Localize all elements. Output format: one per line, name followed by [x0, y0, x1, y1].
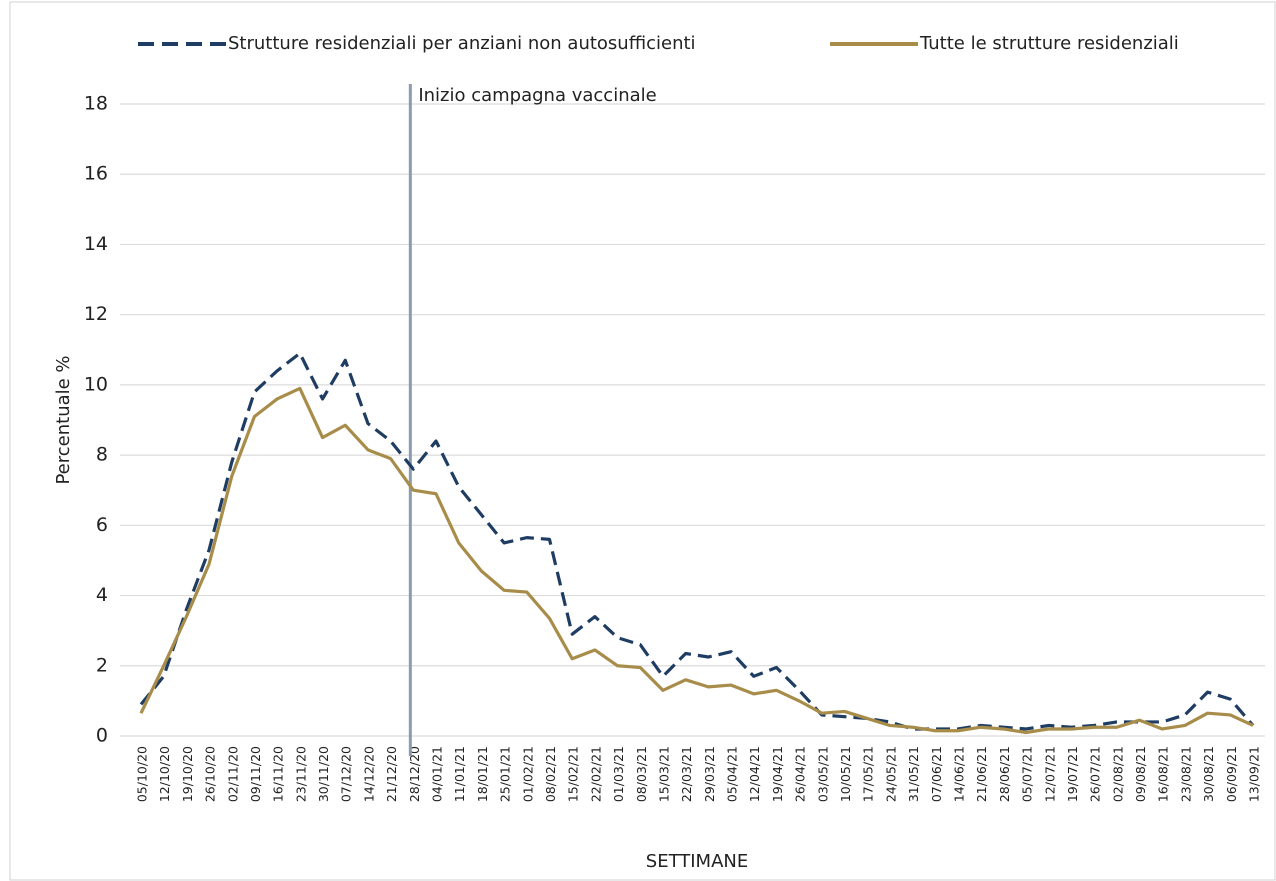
x-tick-label: 02/08/21 — [1110, 746, 1125, 802]
x-tick-label: 30/11/20 — [316, 746, 331, 802]
y-tick-label: 0 — [96, 725, 108, 747]
x-tick-label: 18/01/21 — [475, 746, 490, 802]
x-tick-label: 22/03/21 — [679, 746, 694, 802]
series-line — [139, 386, 1254, 735]
y-tick-label: 8 — [96, 444, 108, 466]
x-axis-label: SETTIMANE — [646, 851, 748, 872]
x-tick-label: 19/10/20 — [180, 746, 195, 802]
x-tick-label: 24/05/21 — [883, 746, 898, 802]
x-tick-label: 28/12/20 — [407, 746, 422, 802]
chart-frame — [9, 1, 1276, 881]
x-tick-label: 01/03/21 — [611, 746, 626, 802]
x-tick-label: 17/05/21 — [861, 746, 876, 802]
x-tick-label: 21/06/21 — [974, 746, 989, 802]
x-tick-label: 26/07/21 — [1088, 746, 1103, 802]
x-tick-label: 26/04/21 — [793, 746, 808, 802]
x-tick-label: 15/03/21 — [656, 746, 671, 802]
x-tick-label: 22/02/21 — [588, 746, 603, 802]
x-tick-label: 11/01/21 — [452, 746, 467, 802]
x-tick-label: 01/02/21 — [520, 746, 535, 802]
y-tick-label: 14 — [84, 233, 108, 255]
y-axis-label: Percentuale % — [53, 355, 74, 484]
series-line — [139, 351, 1255, 731]
x-tick-label: 05/07/21 — [1020, 746, 1035, 802]
x-tick-label: 08/02/21 — [543, 746, 558, 802]
x-tick-label: 25/01/21 — [498, 746, 513, 802]
x-tick-label: 08/03/21 — [634, 746, 649, 802]
x-tick-label: 12/07/21 — [1042, 746, 1057, 802]
x-tick-label: 14/12/20 — [361, 746, 376, 802]
x-tick-label: 28/06/21 — [997, 746, 1012, 802]
x-tick-label: 23/11/20 — [293, 746, 308, 802]
legend-label: Tutte le strutture residenziali — [919, 33, 1179, 54]
x-tick-label: 10/05/21 — [838, 746, 853, 802]
x-tick-label: 09/11/20 — [248, 746, 263, 802]
y-tick-label: 16 — [84, 163, 108, 185]
x-tick-label: 12/04/21 — [747, 746, 762, 802]
x-tick-label: 31/05/21 — [906, 746, 921, 802]
annotation-label: Inizio campagna vaccinale — [418, 85, 656, 106]
x-tick-label: 23/08/21 — [1178, 746, 1193, 802]
legend-label: Strutture residenziali per anziani non a… — [228, 33, 696, 54]
x-tick-label: 06/09/21 — [1224, 746, 1239, 802]
x-tick-label: 19/07/21 — [1065, 746, 1080, 802]
x-tick-label: 05/04/21 — [725, 746, 740, 802]
y-tick-label: 10 — [84, 373, 108, 395]
x-tick-label: 29/03/21 — [702, 746, 717, 802]
x-tick-label: 15/02/21 — [566, 746, 581, 802]
x-tick-label: 21/12/20 — [384, 746, 399, 802]
y-tick-label: 12 — [84, 303, 108, 325]
y-tick-label: 4 — [96, 584, 108, 606]
x-tick-label: 02/11/20 — [225, 746, 240, 802]
y-tick-label: 6 — [96, 514, 108, 536]
x-tick-label: 14/06/21 — [951, 746, 966, 802]
x-tick-label: 16/08/21 — [1156, 746, 1171, 802]
x-tick-label: 09/08/21 — [1133, 746, 1148, 802]
x-tick-label: 30/08/21 — [1201, 746, 1216, 802]
x-tick-label: 07/06/21 — [929, 746, 944, 802]
y-tick-label: 2 — [96, 654, 108, 676]
x-tick-label: 19/04/21 — [770, 746, 785, 802]
y-tick-label: 18 — [84, 93, 108, 115]
x-tick-label: 13/09/21 — [1247, 746, 1262, 802]
x-tick-label: 07/12/20 — [339, 746, 354, 802]
x-tick-label: 03/05/21 — [815, 746, 830, 802]
x-tick-label: 12/10/20 — [157, 746, 172, 802]
x-tick-label: 16/11/20 — [271, 746, 286, 802]
x-tick-label: 04/01/21 — [430, 746, 445, 802]
x-tick-label: 05/10/20 — [135, 746, 150, 802]
x-tick-label: 26/10/20 — [203, 746, 218, 802]
